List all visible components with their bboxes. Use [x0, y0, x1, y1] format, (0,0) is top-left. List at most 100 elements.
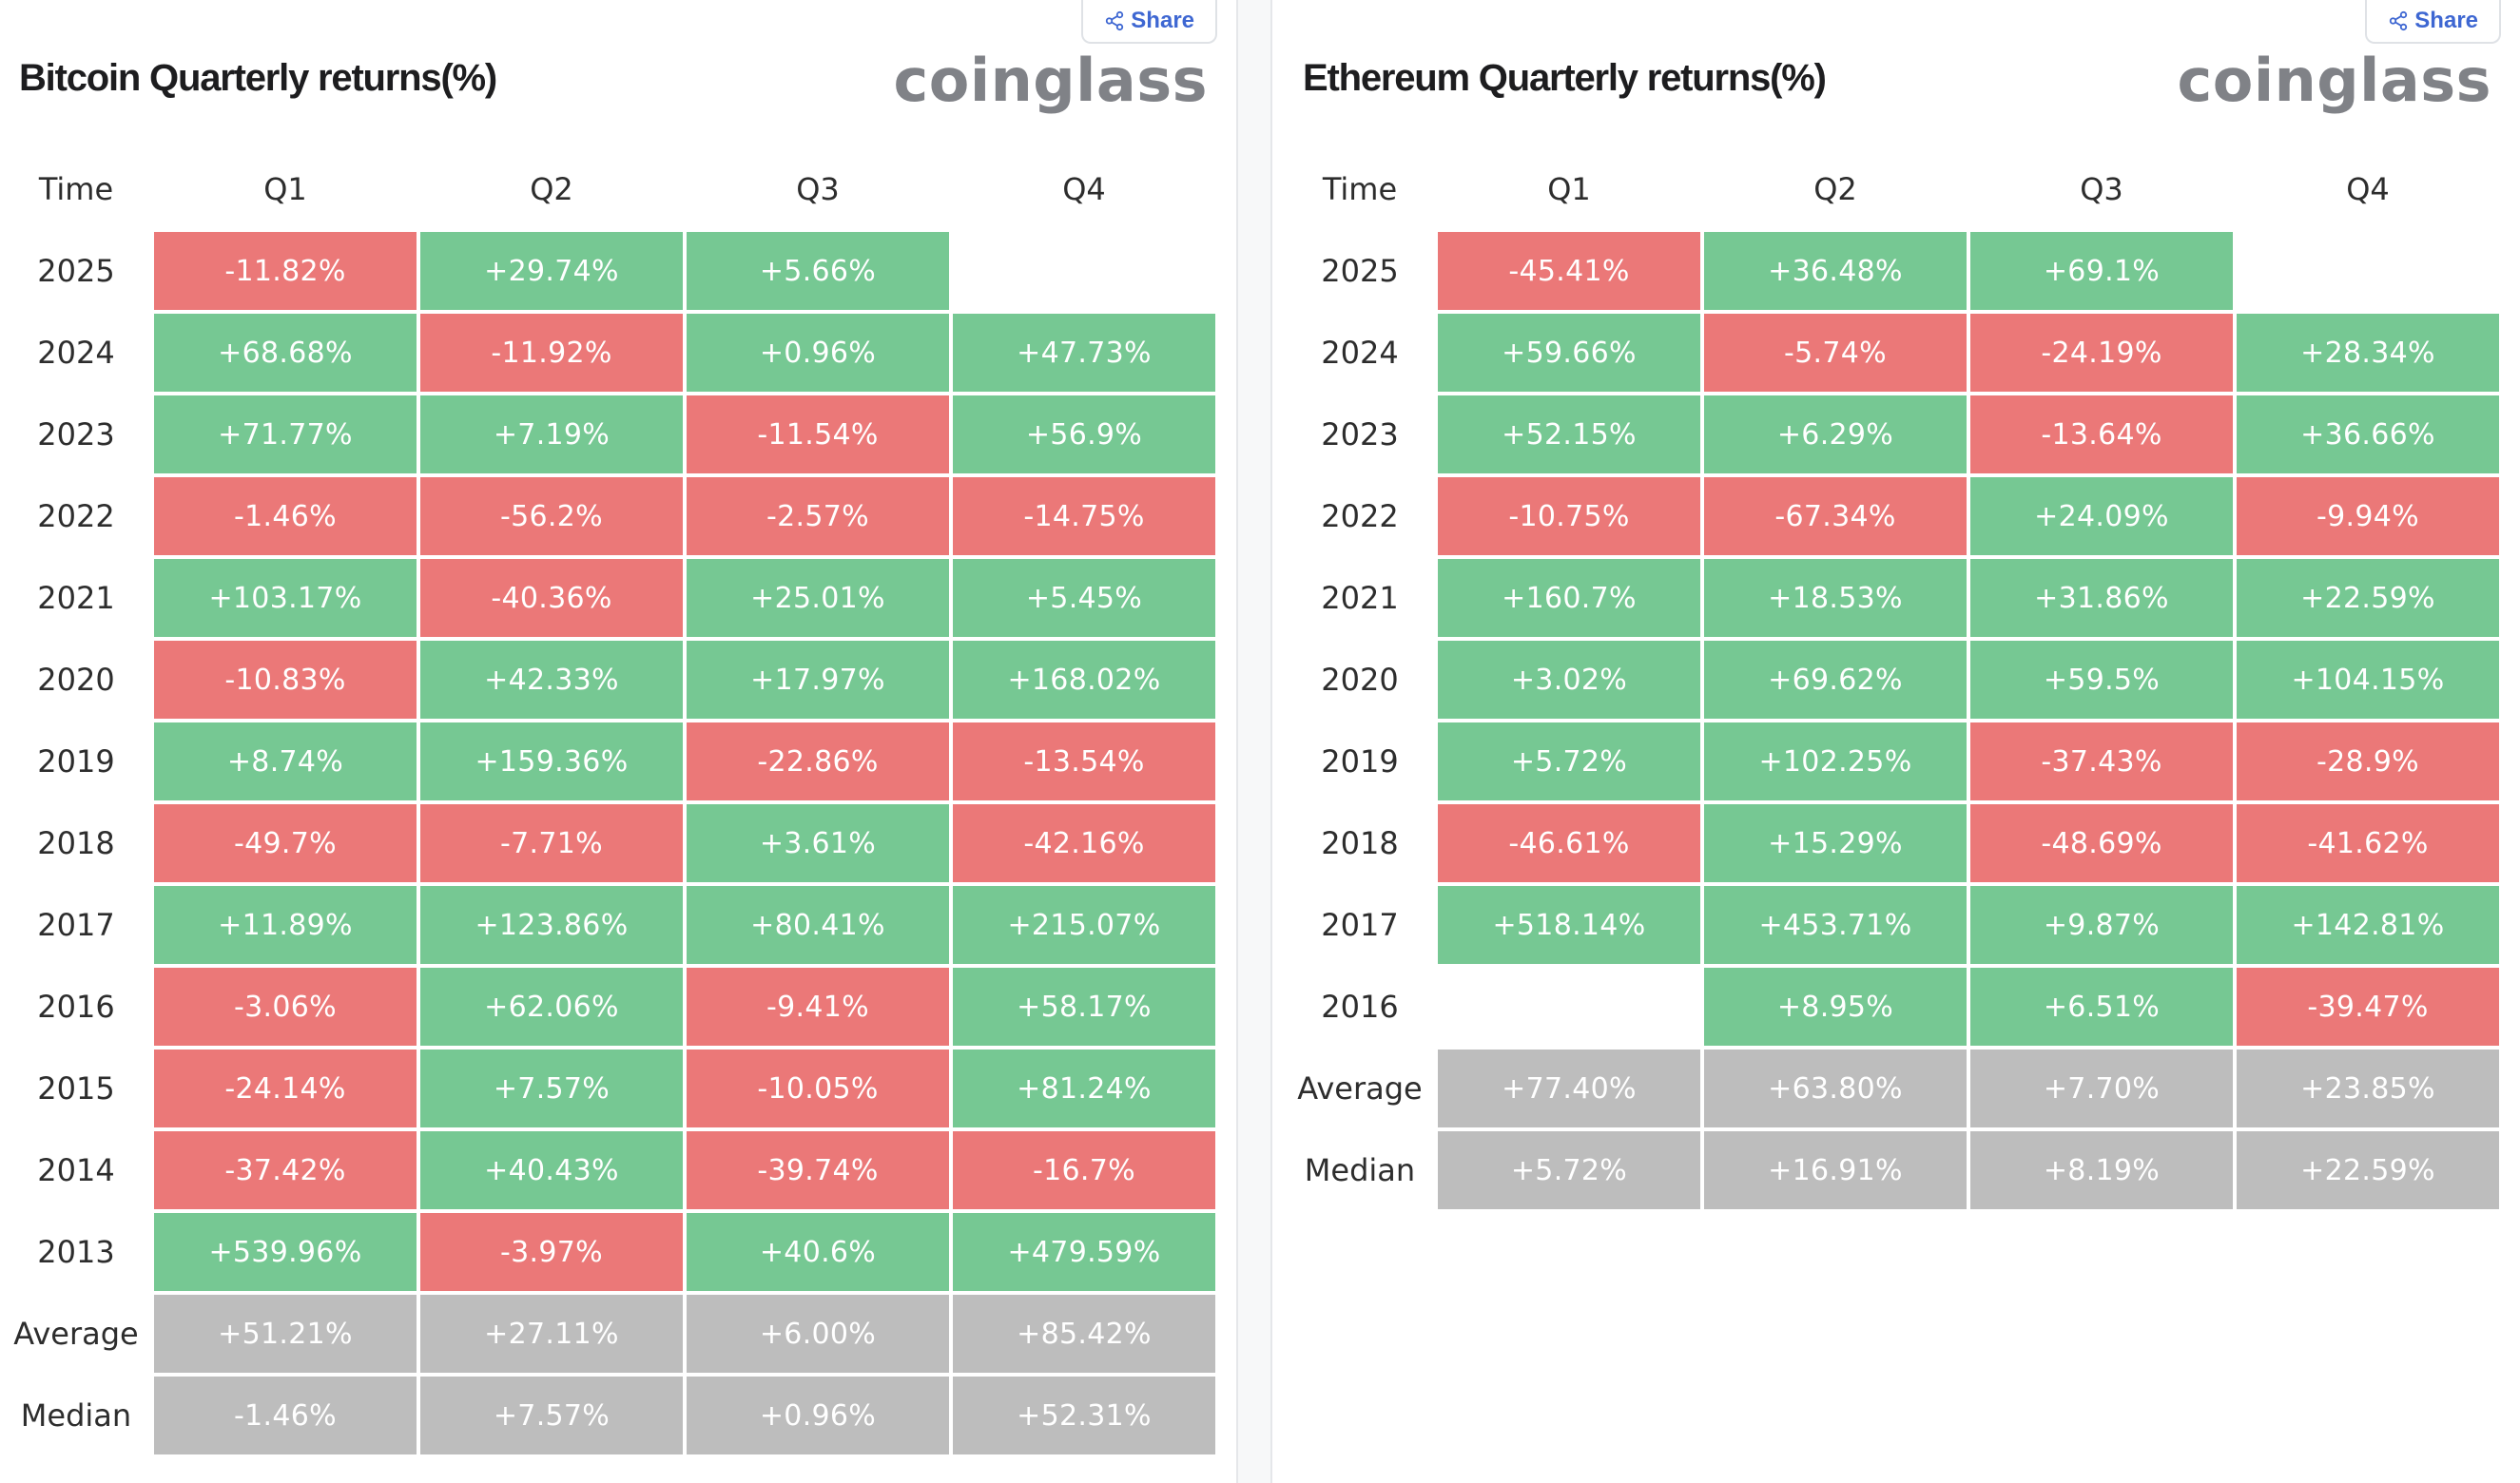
return-cell: -10.05%: [687, 1050, 949, 1127]
row-label: 2014: [37, 1152, 115, 1188]
return-cell: -42.16%: [953, 804, 1215, 882]
share-label: Share: [2414, 8, 2478, 33]
return-cell: +479.59%: [953, 1213, 1215, 1291]
header-row: Time Q1 Q2 Q3 Q4: [0, 148, 1217, 230]
table-row: 2017 +11.89% +123.86% +80.41% +215.07%: [0, 884, 1217, 966]
column-header-q3: Q3: [2080, 171, 2123, 207]
table-row: 2020 -10.83% +42.33% +17.97% +168.02%: [0, 639, 1217, 721]
row-label: 2023: [37, 416, 115, 453]
row-label: 2025: [1321, 253, 1399, 289]
return-cell: +22.59%: [2237, 1131, 2499, 1209]
return-cell: -16.7%: [953, 1131, 1215, 1209]
table-row: Average +51.21% +27.11% +6.00% +85.42%: [0, 1293, 1217, 1375]
chart-title: Bitcoin Quarterly returns(%): [19, 57, 497, 99]
bitcoin-panel: Share Bitcoin Quarterly returns(%) coing…: [0, 0, 1227, 1483]
return-cell: +142.81%: [2237, 886, 2499, 964]
return-cell: +52.15%: [1438, 395, 1700, 473]
return-cell: +51.21%: [154, 1295, 417, 1373]
return-cell: +58.17%: [953, 968, 1215, 1046]
table-row: Median -1.46% +7.57% +0.96% +52.31%: [0, 1375, 1217, 1456]
return-cell: -39.47%: [2237, 968, 2499, 1046]
return-cell: -7.71%: [420, 804, 683, 882]
share-button[interactable]: Share: [1081, 0, 1217, 44]
column-header-q2: Q2: [530, 171, 573, 207]
return-cell: +68.68%: [154, 314, 417, 392]
table-row: 2017 +518.14% +453.71% +9.87% +142.81%: [1284, 884, 2501, 966]
table-row: 2015 -24.14% +7.57% -10.05% +81.24%: [0, 1048, 1217, 1129]
share-button[interactable]: Share: [2365, 0, 2501, 44]
column-header-q3: Q3: [796, 171, 840, 207]
panel-divider: [1236, 0, 1272, 1483]
row-label: 2020: [1321, 662, 1399, 698]
table-row: 2019 +8.74% +159.36% -22.86% -13.54%: [0, 721, 1217, 802]
table-row: 2013 +539.96% -3.97% +40.6% +479.59%: [0, 1211, 1217, 1293]
return-cell: +0.96%: [687, 1377, 949, 1454]
return-cell: +7.57%: [420, 1377, 683, 1454]
table-row: Average +77.40% +63.80% +7.70% +23.85%: [1284, 1048, 2501, 1129]
return-cell: +36.66%: [2237, 395, 2499, 473]
return-cell: +27.11%: [420, 1295, 683, 1373]
return-cell: -45.41%: [1438, 232, 1700, 310]
return-cell: -48.69%: [1970, 804, 2233, 882]
return-cell: -22.86%: [687, 722, 949, 800]
return-cell: -37.42%: [154, 1131, 417, 1209]
return-cell: +518.14%: [1438, 886, 1700, 964]
return-cell: +63.80%: [1704, 1050, 1967, 1127]
return-cell: +28.34%: [2237, 314, 2499, 392]
table-row: 2025 -45.41% +36.48% +69.1%: [1284, 230, 2501, 312]
return-cell: -11.54%: [687, 395, 949, 473]
share-label: Share: [1131, 8, 1194, 33]
return-cell: +103.17%: [154, 559, 417, 637]
return-cell: +85.42%: [953, 1295, 1215, 1373]
return-cell: -67.34%: [1704, 477, 1967, 555]
return-cell: +5.72%: [1438, 1131, 1700, 1209]
table-row: 2019 +5.72% +102.25% -37.43% -28.9%: [1284, 721, 2501, 802]
return-cell: +215.07%: [953, 886, 1215, 964]
table-row: 2018 -46.61% +15.29% -48.69% -41.62%: [1284, 802, 2501, 884]
column-header-q2: Q2: [1813, 171, 1857, 207]
return-cell: +42.33%: [420, 641, 683, 719]
return-cell: +18.53%: [1704, 559, 1967, 637]
table-row: 2016 +8.95% +6.51% -39.47%: [1284, 966, 2501, 1048]
return-cell: +24.09%: [1970, 477, 2233, 555]
row-label: Average: [13, 1316, 139, 1352]
return-cell: +0.96%: [687, 314, 949, 392]
return-cell: +5.45%: [953, 559, 1215, 637]
return-cell: +123.86%: [420, 886, 683, 964]
return-cell: +36.48%: [1704, 232, 1967, 310]
row-label: 2024: [1321, 335, 1399, 371]
table-row: 2022 -10.75% -67.34% +24.09% -9.94%: [1284, 475, 2501, 557]
return-cell: -1.46%: [154, 1377, 417, 1454]
return-cell: +11.89%: [154, 886, 417, 964]
return-cell: -28.9%: [2237, 722, 2499, 800]
row-label: 2018: [1321, 825, 1399, 861]
row-label: Median: [1304, 1152, 1416, 1188]
return-cell: +81.24%: [953, 1050, 1215, 1127]
column-header-time: Time: [1322, 171, 1398, 207]
return-cell: -39.74%: [687, 1131, 949, 1209]
return-cell: +69.62%: [1704, 641, 1967, 719]
return-cell: -1.46%: [154, 477, 417, 555]
return-cell: -56.2%: [420, 477, 683, 555]
row-label: 2017: [37, 907, 115, 943]
return-cell: +16.91%: [1704, 1131, 1967, 1209]
return-cell: -9.94%: [2237, 477, 2499, 555]
return-cell: +159.36%: [420, 722, 683, 800]
share-icon: [2390, 10, 2408, 31]
return-cell: -11.92%: [420, 314, 683, 392]
table-row: 2023 +71.77% +7.19% -11.54% +56.9%: [0, 394, 1217, 475]
row-label: 2024: [37, 335, 115, 371]
row-label: 2015: [37, 1070, 115, 1107]
return-cell: +539.96%: [154, 1213, 417, 1291]
row-label: Median: [20, 1397, 132, 1434]
return-cell: -13.64%: [1970, 395, 2233, 473]
return-cell: +104.15%: [2237, 641, 2499, 719]
table-row: 2023 +52.15% +6.29% -13.64% +36.66%: [1284, 394, 2501, 475]
return-cell: [1438, 968, 1700, 1046]
return-cell: -40.36%: [420, 559, 683, 637]
return-cell: -24.14%: [154, 1050, 417, 1127]
table-row: 2022 -1.46% -56.2% -2.57% -14.75%: [0, 475, 1217, 557]
return-cell: +5.72%: [1438, 722, 1700, 800]
row-label: Average: [1297, 1070, 1423, 1107]
brand-logo: coinglass: [893, 46, 1208, 115]
